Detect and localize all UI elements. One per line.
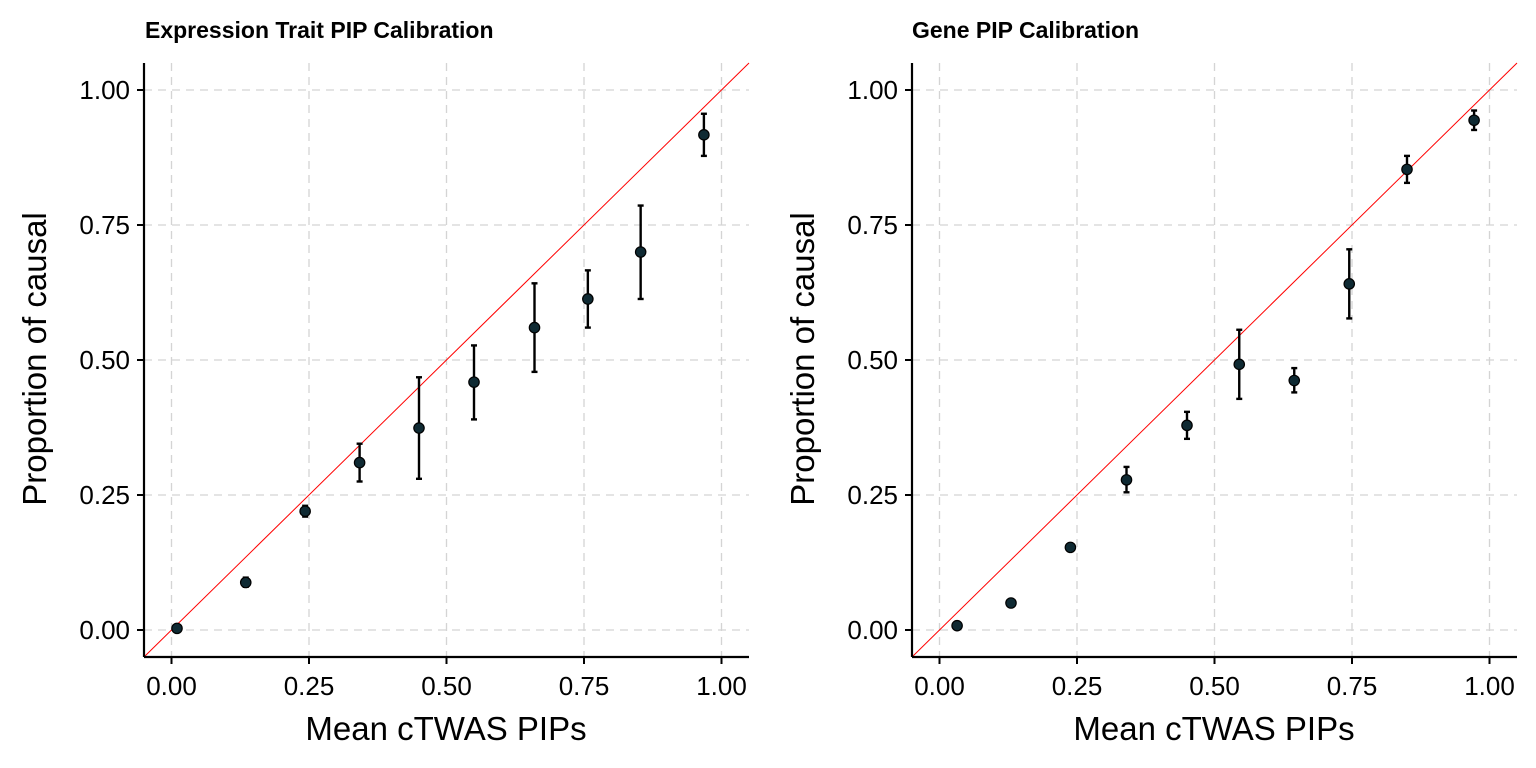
data-point	[698, 129, 710, 141]
x-axis-label: Mean cTWAS PIPs	[1073, 710, 1354, 747]
data-point	[1468, 114, 1480, 127]
x-tick-label: 0.00	[914, 671, 965, 701]
x-tick-label: 0.50	[1189, 671, 1240, 701]
x-tick-label: 0.25	[1052, 671, 1103, 701]
data-point	[1120, 474, 1133, 486]
panel-title: Gene PIP Calibration	[912, 17, 1139, 43]
data-point	[239, 576, 252, 589]
data-point	[171, 622, 183, 635]
gene-panel: Gene PIP Calibration 0.00 0.25 0.50 0.75 1.0…	[784, 17, 1518, 747]
gridlines	[144, 63, 749, 657]
y-tick-label: 0.25	[847, 480, 898, 510]
y-tick-label: 0.25	[79, 480, 130, 510]
y-tick-label: 0.75	[79, 210, 130, 240]
x-axis-label: Mean cTWAS PIPs	[305, 710, 586, 747]
data-point	[413, 422, 425, 434]
data-point	[1233, 358, 1246, 371]
x-tick-label: 0.00	[146, 671, 197, 701]
data-point	[299, 505, 311, 517]
data-point	[582, 293, 594, 305]
data-point	[1343, 278, 1356, 290]
gridlines	[912, 63, 1517, 657]
error-bars	[174, 112, 707, 632]
expression-trait-panel: Expression Trait PIP Calibration 0.00 0.2…	[16, 17, 750, 747]
data-point	[528, 321, 541, 334]
data-point	[1401, 163, 1413, 176]
x-ticks: 0.00 0.25 0.50 0.75 1.00	[914, 657, 1515, 701]
x-tick-label: 0.25	[284, 671, 335, 701]
x-tick-label: 1.00	[696, 671, 747, 701]
y-tick-label: 0.50	[847, 345, 898, 375]
data-points	[171, 129, 710, 635]
y-ticks: 0.00 0.25 0.50 0.75 1.00	[79, 75, 144, 645]
reference-line	[143, 62, 750, 658]
y-ticks: 0.00 0.25 0.50 0.75 1.00	[847, 75, 912, 645]
x-ticks: 0.00 0.25 0.50 0.75 1.00	[146, 657, 747, 701]
y-tick-label: 0.75	[847, 210, 898, 240]
y-axis-label: Proportion of causal	[784, 212, 821, 506]
x-tick-label: 0.50	[421, 671, 472, 701]
y-tick-label: 1.00	[847, 75, 898, 105]
data-point	[353, 456, 366, 469]
data-point	[1288, 374, 1301, 387]
data-points	[951, 114, 1480, 632]
y-tick-label: 0.50	[79, 345, 130, 375]
y-tick-label: 0.00	[847, 615, 898, 645]
data-point	[634, 246, 647, 258]
y-axis-label: Proportion of causal	[16, 212, 53, 506]
data-point	[951, 619, 963, 632]
x-tick-label: 1.00	[1464, 671, 1515, 701]
y-tick-label: 1.00	[79, 75, 130, 105]
data-point	[1005, 597, 1017, 609]
data-point	[1064, 541, 1077, 554]
data-point	[1181, 419, 1193, 432]
x-tick-label: 0.75	[1327, 671, 1378, 701]
data-point	[468, 376, 480, 388]
error-bars	[954, 109, 1478, 629]
panel-title: Expression Trait PIP Calibration	[145, 17, 494, 43]
x-tick-label: 0.75	[559, 671, 610, 701]
y-tick-label: 0.00	[79, 615, 130, 645]
reference-line	[911, 62, 1518, 658]
